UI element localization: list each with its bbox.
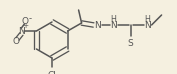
Text: Cl: Cl [48,71,56,74]
Text: N: N [94,20,101,30]
Text: H: H [111,15,116,24]
Text: +: + [22,23,28,29]
Text: N: N [110,22,117,30]
Text: -: - [29,15,32,24]
Text: O: O [22,17,29,26]
Text: N: N [18,26,25,36]
Text: N: N [144,22,151,30]
Text: O: O [13,38,20,46]
Text: S: S [128,39,133,48]
Text: H: H [145,15,150,24]
